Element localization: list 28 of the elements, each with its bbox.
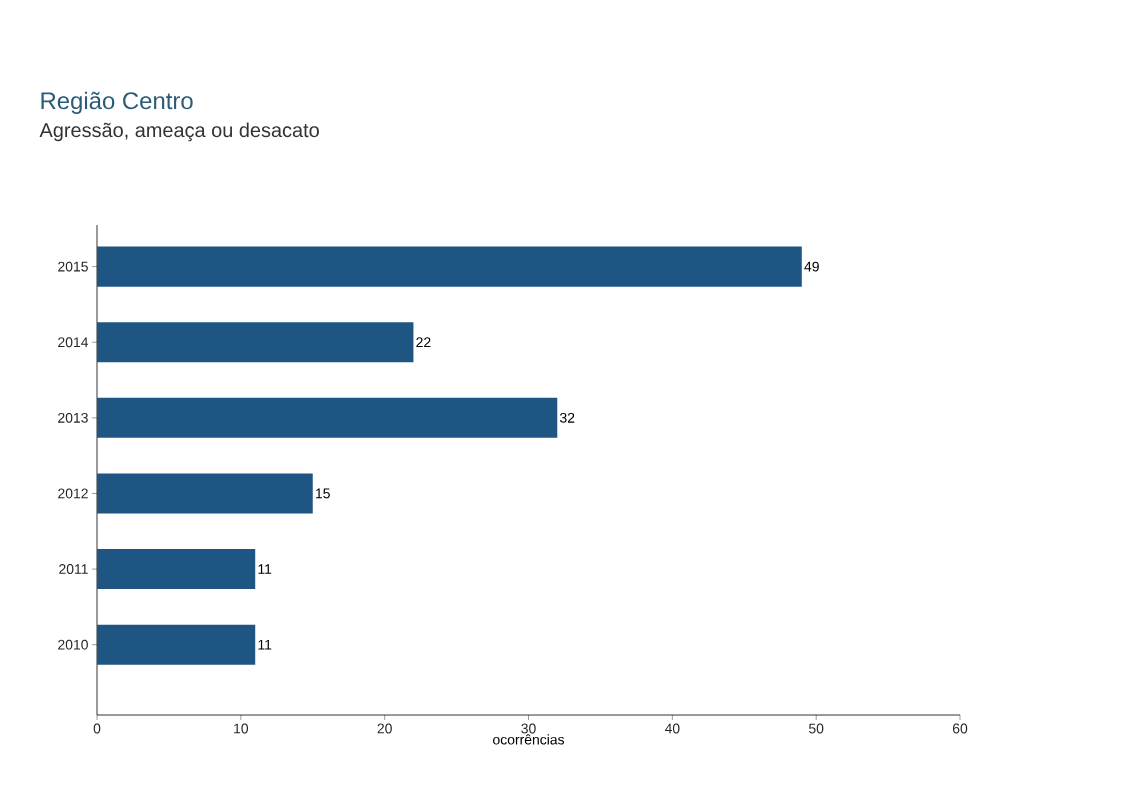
bar — [97, 473, 313, 514]
bar — [97, 624, 256, 665]
y-tick-label: 2011 — [59, 564, 88, 575]
x-tick-label: 40 — [664, 723, 680, 734]
x-tick-label: 0 — [93, 723, 101, 734]
chart-subtitle: Agressão, ameaça ou desacato — [39, 122, 319, 142]
y-tick-label: 2012 — [58, 488, 88, 499]
y-tick-label: 2010 — [58, 639, 88, 650]
x-tick-label: 60 — [952, 723, 968, 734]
data-label: 11 — [258, 564, 272, 574]
bar — [97, 549, 256, 590]
bar — [97, 322, 414, 363]
y-tick-label: 2014 — [58, 337, 89, 348]
data-label: 15 — [316, 488, 330, 499]
x-axis-title: ocorrências — [493, 734, 565, 745]
data-label: 22 — [416, 337, 431, 348]
chart-title: Região Centro — [41, 91, 193, 114]
y-tick-label: 2015 — [58, 261, 88, 272]
x-tick-label: 10 — [234, 723, 249, 734]
data-label: 32 — [560, 412, 575, 423]
data-label: 11 — [258, 639, 272, 650]
x-tick-label: 50 — [808, 723, 824, 734]
bar — [97, 397, 558, 438]
data-label: 49 — [804, 261, 819, 272]
y-tick-label: 2013 — [58, 412, 88, 423]
x-tick-label: 30 — [521, 723, 536, 734]
x-tick-label: 20 — [377, 723, 392, 734]
bar — [97, 246, 802, 287]
